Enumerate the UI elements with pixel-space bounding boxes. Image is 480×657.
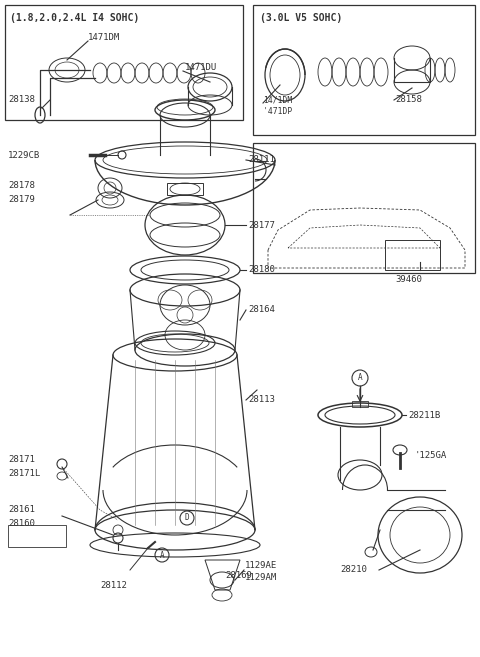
Text: 14/1DM: 14/1DM xyxy=(263,95,292,104)
Text: 1471DM: 1471DM xyxy=(88,34,120,43)
Text: 28211B: 28211B xyxy=(408,411,440,420)
Text: D: D xyxy=(185,514,189,522)
Text: 28113: 28113 xyxy=(248,396,275,405)
Text: 28169: 28169 xyxy=(225,570,252,579)
Text: 28171L: 28171L xyxy=(8,470,40,478)
Text: 28111: 28111 xyxy=(248,156,275,164)
Text: 28177: 28177 xyxy=(248,221,275,229)
Text: A: A xyxy=(160,551,164,560)
Text: 28180: 28180 xyxy=(248,265,275,275)
Text: 1129AM: 1129AM xyxy=(245,572,277,581)
Text: A: A xyxy=(358,373,362,382)
Text: 28171: 28171 xyxy=(8,455,35,464)
Text: 1129AE: 1129AE xyxy=(245,560,277,570)
Text: 28158: 28158 xyxy=(395,95,422,104)
Text: 1471DU: 1471DU xyxy=(185,64,217,72)
Text: 28179: 28179 xyxy=(8,196,35,204)
Text: 1229CB: 1229CB xyxy=(8,150,40,160)
Text: (3.0L V5 SOHC): (3.0L V5 SOHC) xyxy=(260,13,342,23)
Text: 28161: 28161 xyxy=(8,505,35,514)
Bar xyxy=(352,401,368,407)
Text: 28210: 28210 xyxy=(340,566,367,574)
Text: 28164: 28164 xyxy=(248,306,275,315)
Bar xyxy=(5,5,243,120)
Text: '125GA: '125GA xyxy=(415,451,447,459)
Bar xyxy=(253,143,475,273)
Text: '471DP: '471DP xyxy=(263,108,292,116)
Bar xyxy=(253,5,475,135)
Text: 28138: 28138 xyxy=(8,95,35,104)
Text: 39460: 39460 xyxy=(395,275,422,284)
Bar xyxy=(8,525,66,547)
Text: 28160: 28160 xyxy=(8,520,35,528)
Text: 28112: 28112 xyxy=(100,581,127,589)
Text: 28178: 28178 xyxy=(8,181,35,189)
Bar xyxy=(167,183,203,195)
Bar xyxy=(385,240,440,270)
Text: (1.8,2.0,2.4L I4 SOHC): (1.8,2.0,2.4L I4 SOHC) xyxy=(10,13,139,23)
